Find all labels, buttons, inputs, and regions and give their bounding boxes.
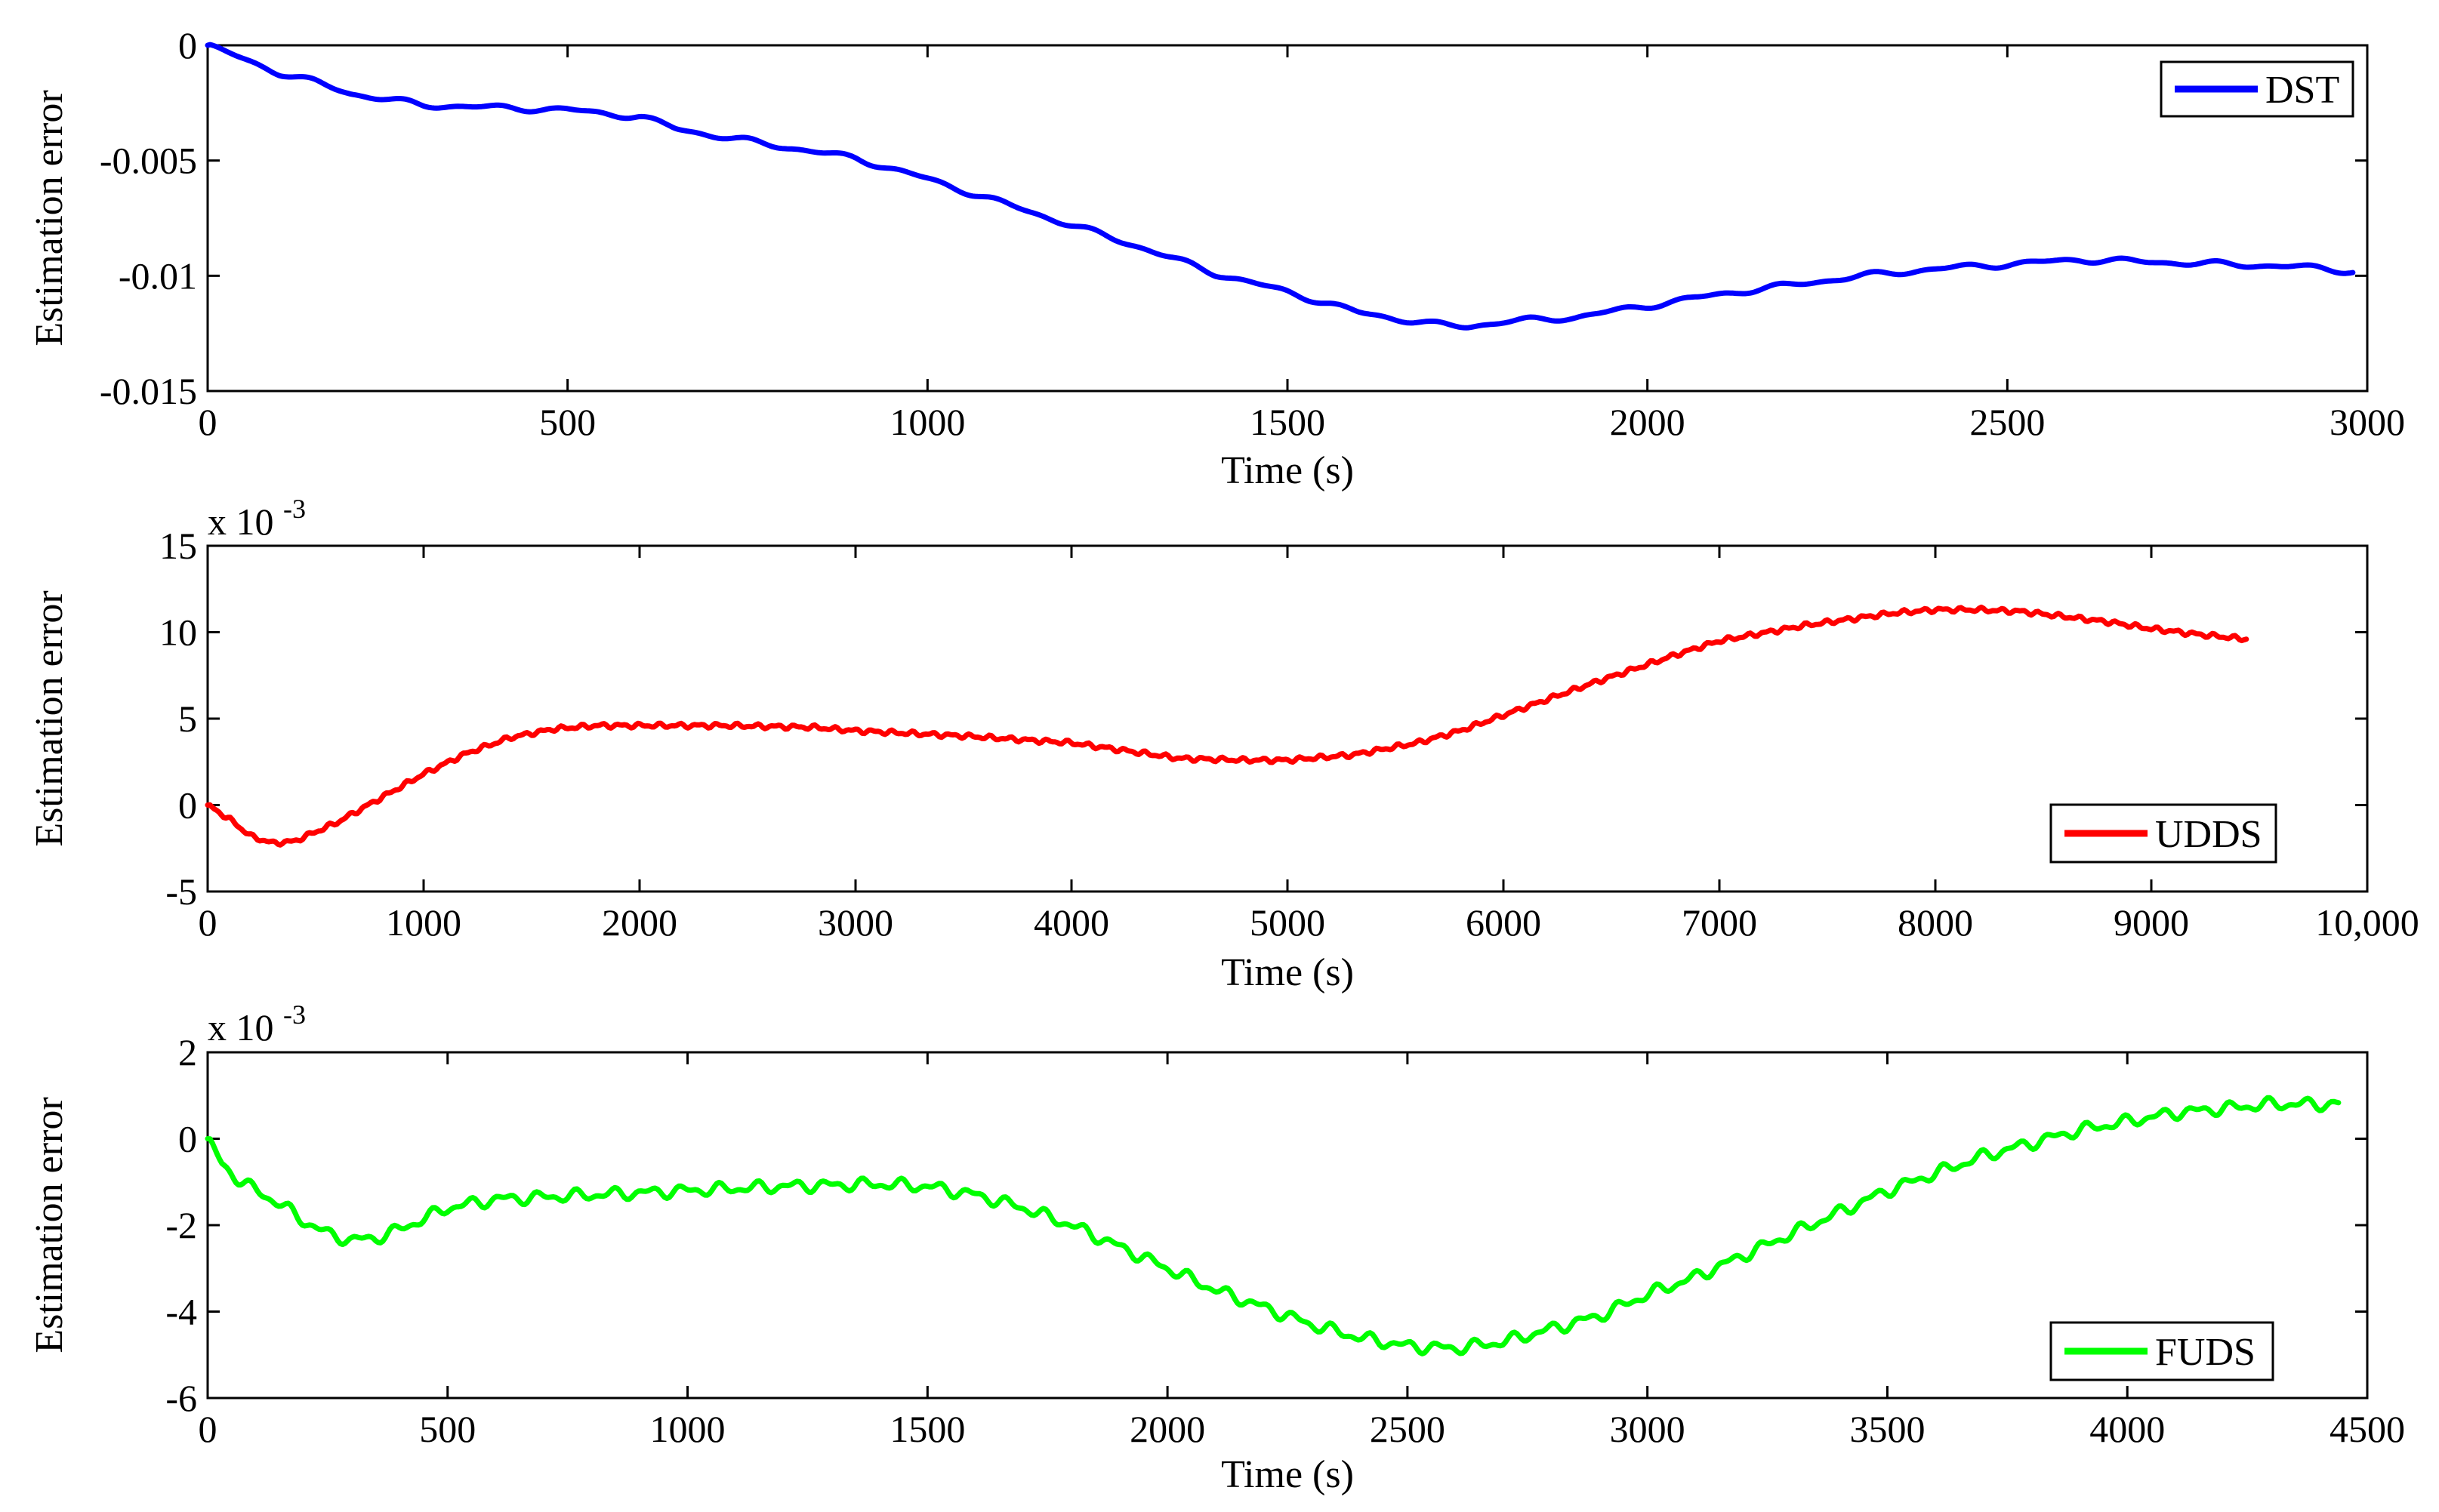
x-tick-label: 1000 [386,901,461,944]
y-tick-label: -0.015 [100,370,197,412]
legend-udds: UDDS [2049,803,2277,864]
series-dst [205,42,2356,331]
x-axis-label-dst: Time (s) [1221,449,1354,492]
legend-label-fuds: FUDS [2155,1331,2256,1374]
y-tick-label: 0 [178,784,197,827]
x-tick-label: 10,000 [2315,901,2419,944]
y-tick-label: 15 [159,525,197,567]
y-tick-labels-udds: -5 0 5 10 15 [159,525,197,913]
plot-area-dst [206,44,2369,393]
y-axis-label-fuds: Estimation error [28,1097,71,1353]
plot-area-fuds [206,1051,2369,1400]
ticks-udds [206,544,2369,893]
x-tick-label: 0 [199,901,217,944]
legend-label-dst: DST [2265,69,2339,112]
x-tick-label: 0 [199,1408,217,1450]
x-tick-label: 4000 [1034,901,1109,944]
legend-dst: DST [2160,60,2354,118]
x-tick-label: 500 [539,401,596,443]
y-tick-labels-fuds: -6 -4 -2 0 2 [165,1031,197,1419]
series-line-dst [205,42,2356,331]
y-tick-label: -4 [165,1291,197,1333]
x-tick-label: 2000 [1610,401,1685,443]
panel-fuds: 0 500 1000 1500 2000 2500 3000 3500 4000 4500 -6-… [28,999,2405,1496]
series-fuds [205,1095,2342,1356]
x-tick-label: 7000 [1682,901,1757,944]
x-tick-label: 3000 [818,901,893,944]
x-tick-label: 3000 [1610,1408,1685,1450]
x-tick-label: 2000 [1130,1408,1205,1450]
x-tick-label: 3000 [2330,401,2405,443]
y-axis-label-dst: Estimation error [28,90,71,346]
y-tick-label: -0.005 [100,140,197,182]
y-tick-label: 0 [178,24,197,66]
plot-area-udds [206,544,2369,893]
y-tick-label: 0 [178,1118,197,1160]
x-tick-label: 8000 [1898,901,1973,944]
x-tick-label: 4500 [2330,1408,2405,1450]
x-tick-label: 5000 [1250,901,1325,944]
x-tick-label: 1000 [650,1408,726,1450]
y-tick-label: -5 [165,870,197,913]
series-udds [205,604,2249,848]
y-tick-label: 2 [178,1031,197,1073]
x-tick-label: 2000 [602,901,677,944]
y-tick-label: -6 [165,1377,197,1419]
y-tick-label: 5 [178,697,197,740]
panel-udds: 0 1000 2000 3000 4000 5000 6000 7000 8000 9000 10,… [28,494,2419,994]
y-exponent-fuds: x 10 -3 [208,999,306,1049]
y-tick-label: 10 [159,611,197,654]
x-tick-labels-dst: 0 500 1000 1500 2000 2500 3000 [199,401,2406,443]
x-tick-label: 2500 [1370,1408,1445,1450]
x-tick-labels-fuds: 0 500 1000 1500 2000 2500 3000 3500 4000 4500 [199,1408,2406,1450]
panel-dst: 0 500 1000 1500 2000 2500 3000 -0.015-0.01-0.0… [28,24,2405,492]
y-tick-labels-dst: -0.015 -0.01 -0.005 0 [100,24,197,412]
y-exponent-base-fuds: x 10 [208,1006,274,1049]
x-tick-labels-udds: 0 1000 2000 3000 4000 5000 6000 7000 8000 9000 10,… [199,901,2419,944]
x-tick-label: 1500 [890,1408,965,1450]
ticks-dst [206,44,2369,393]
y-exponent-power-udds: -3 [283,494,306,524]
y-exponent-power-fuds: -3 [283,999,306,1030]
y-axis-label-udds: Estimation error [28,590,71,846]
series-line-fuds [205,1095,2342,1356]
ticks-fuds [206,1051,2369,1400]
legend-fuds: FUDS [2049,1321,2274,1381]
x-tick-label: 2500 [1969,401,2045,443]
y-exponent-base-udds: x 10 [208,500,274,543]
y-exponent-udds: x 10 -3 [208,494,306,543]
x-axis-label-udds: Time (s) [1221,951,1354,994]
x-tick-label: 4000 [2089,1408,2165,1450]
x-tick-label: 3500 [1849,1408,1925,1450]
y-tick-label: -2 [165,1204,197,1246]
x-tick-label: 6000 [1466,901,1541,944]
x-tick-label: 500 [419,1408,476,1450]
legend-label-udds: UDDS [2155,813,2262,856]
x-tick-label: 0 [199,401,217,443]
x-tick-label: 9000 [2114,901,2189,944]
y-tick-label: -0.01 [119,254,197,297]
x-tick-label: 1500 [1250,401,1325,443]
x-tick-label: 1000 [890,401,965,443]
x-axis-label-fuds: Time (s) [1221,1453,1354,1496]
series-line-udds [205,604,2249,848]
